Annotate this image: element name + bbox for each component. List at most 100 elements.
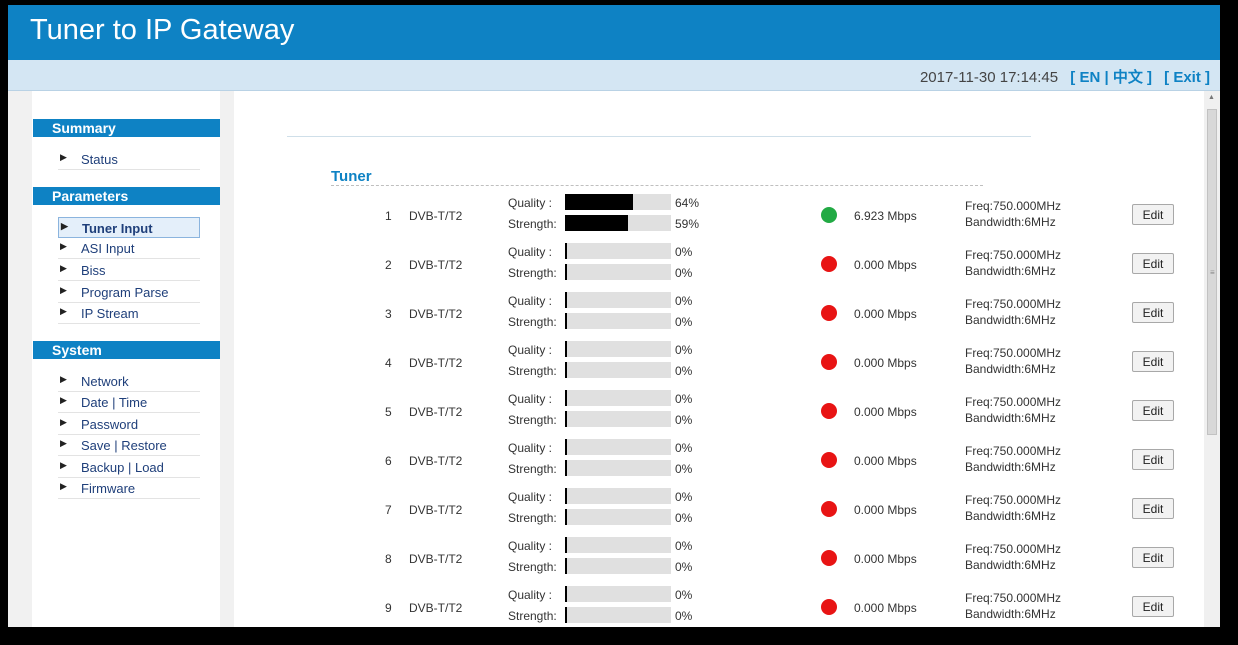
frequency: Freq:750.000MHz [965, 199, 1062, 213]
tuner-index: 1 [385, 209, 392, 223]
quality-bar-fill [565, 439, 567, 455]
bandwidth: Bandwidth:6MHz [965, 264, 1056, 278]
divider [331, 185, 983, 186]
bitrate: 0.000 Mbps [854, 356, 917, 370]
status-led-icon [821, 403, 837, 419]
quality-percent: 0% [675, 245, 693, 259]
strength-bar-fill [565, 509, 567, 525]
arrow-right-icon: ▶ [60, 285, 67, 295]
arrow-right-icon: ▶ [60, 460, 67, 470]
arrow-right-icon: ▶ [60, 152, 67, 162]
strength-percent: 0% [675, 462, 693, 476]
edit-button[interactable]: Edit [1132, 596, 1174, 617]
sidebar-item-tuner-input[interactable]: ▶ Tuner Input [58, 217, 200, 238]
sidebar-item-label: ASI Input [81, 241, 135, 256]
vertical-scrollbar[interactable]: ▲ ≡ [1204, 91, 1220, 627]
edit-button[interactable]: Edit [1132, 547, 1174, 568]
strength-bar-fill [565, 460, 567, 476]
app-header: Tuner to IP Gateway [8, 5, 1220, 60]
sidebar-item-label: Tuner Input [82, 221, 153, 236]
strength-bar-fill [565, 215, 628, 231]
status-led-icon [821, 354, 837, 370]
top-bar: 2017-11-30 17:14:45 [ EN | 中文 ] [ Exit ] [8, 60, 1220, 91]
strength-percent: 0% [675, 609, 693, 623]
strength-label: Strength: [508, 315, 557, 329]
strength-bar-fill [565, 607, 567, 623]
strength-bar [565, 362, 671, 378]
bitrate: 0.000 Mbps [854, 307, 917, 321]
strength-bar [565, 558, 671, 574]
sidebar-item-program-parse[interactable]: ▶ Program Parse [58, 282, 200, 303]
arrow-right-icon: ▶ [61, 221, 68, 231]
arrow-right-icon: ▶ [60, 481, 67, 491]
quality-percent: 0% [675, 539, 693, 553]
sidebar-item-password[interactable]: ▶ Password [58, 414, 200, 435]
sidebar-item-firmware[interactable]: ▶ Firmware [58, 478, 200, 499]
sidebar-item-label: Network [81, 374, 129, 389]
strength-bar [565, 313, 671, 329]
tuner-row: 7 DVB-T/T2 Quality : 0% Strength: 0% 0.0… [234, 485, 1204, 534]
quality-label: Quality : [508, 588, 553, 602]
sidebar-item-label: IP Stream [81, 306, 139, 321]
browser-window: Tuner to IP Gateway 2017-11-30 17:14:45 … [8, 5, 1220, 627]
edit-button[interactable]: Edit [1132, 449, 1174, 470]
edit-button[interactable]: Edit [1132, 498, 1174, 519]
sidebar-item-label: Password [81, 417, 139, 432]
sidebar-item-save-restore[interactable]: ▶ Save | Restore [58, 435, 200, 456]
bitrate: 0.000 Mbps [854, 552, 917, 566]
tuner-index: 7 [385, 503, 392, 517]
strength-percent: 0% [675, 315, 693, 329]
tuner-index: 4 [385, 356, 392, 370]
strength-percent: 59% [675, 217, 700, 231]
sidebar-item-biss[interactable]: ▶ Biss [58, 260, 200, 281]
bandwidth: Bandwidth:6MHz [965, 509, 1056, 523]
sidebar-item-backup-load[interactable]: ▶ Backup | Load [58, 457, 200, 478]
language-link[interactable]: [ EN | 中文 ] [1070, 69, 1152, 86]
scroll-thumb[interactable]: ≡ [1207, 109, 1217, 435]
sidebar-section-summary: Summary [33, 119, 220, 137]
tuner-index: 6 [385, 454, 392, 468]
frequency: Freq:750.000MHz [965, 444, 1062, 458]
arrow-right-icon: ▶ [60, 438, 67, 448]
quality-label: Quality : [508, 245, 553, 259]
quality-label: Quality : [508, 490, 553, 504]
status-led-icon [821, 501, 837, 517]
status-led-icon [821, 256, 837, 272]
quality-bar [565, 488, 671, 504]
quality-percent: 0% [675, 294, 693, 308]
main-content: Tuner 1 DVB-T/T2 Quality : 64% Strength:… [234, 91, 1204, 627]
tuner-type: DVB-T/T2 [409, 356, 463, 370]
edit-button[interactable]: Edit [1132, 253, 1174, 274]
edit-button[interactable]: Edit [1132, 400, 1174, 421]
sidebar-item-network[interactable]: ▶ Network [58, 371, 200, 392]
quality-percent: 64% [675, 196, 700, 210]
tuner-type: DVB-T/T2 [409, 552, 463, 566]
quality-bar-fill [565, 488, 567, 504]
strength-bar-fill [565, 264, 567, 280]
quality-bar-fill [565, 341, 567, 357]
tuner-type: DVB-T/T2 [409, 601, 463, 615]
sidebar-item-ip-stream[interactable]: ▶ IP Stream [58, 303, 200, 324]
quality-label: Quality : [508, 343, 553, 357]
divider [287, 136, 1031, 137]
tuner-row: 6 DVB-T/T2 Quality : 0% Strength: 0% 0.0… [234, 436, 1204, 485]
strength-bar [565, 264, 671, 280]
quality-label: Quality : [508, 392, 553, 406]
sidebar-item-asi-input[interactable]: ▶ ASI Input [58, 238, 200, 259]
scroll-up-icon[interactable]: ▲ [1208, 94, 1215, 101]
quality-percent: 0% [675, 343, 693, 357]
sidebar-item-date-time[interactable]: ▶ Date | Time [58, 392, 200, 413]
sidebar-item-status[interactable]: ▶ Status [58, 149, 200, 170]
tuner-index: 9 [385, 601, 392, 615]
frequency: Freq:750.000MHz [965, 493, 1062, 507]
quality-bar-fill [565, 243, 567, 259]
exit-link[interactable]: [ Exit ] [1164, 69, 1210, 86]
bandwidth: Bandwidth:6MHz [965, 460, 1056, 474]
edit-button[interactable]: Edit [1132, 351, 1174, 372]
edit-button[interactable]: Edit [1132, 204, 1174, 225]
section-title: Tuner [331, 168, 372, 185]
edit-button[interactable]: Edit [1132, 302, 1174, 323]
quality-bar [565, 243, 671, 259]
quality-bar-fill [565, 390, 567, 406]
strength-label: Strength: [508, 511, 557, 525]
